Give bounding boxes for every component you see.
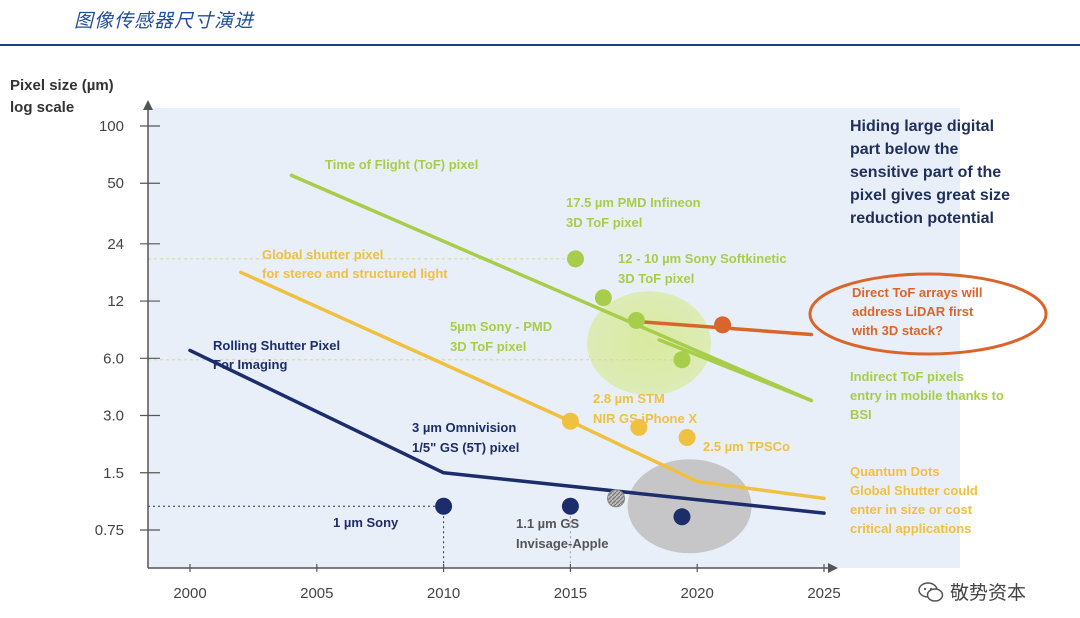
header-divider xyxy=(0,44,1080,46)
quantum-dots-label: critical applications xyxy=(850,521,971,536)
direct-tof-label: with 3D stack? xyxy=(851,323,943,338)
hiding-note: reduction potential xyxy=(850,210,994,227)
x-tick-label: 2005 xyxy=(300,585,333,602)
global-shutter-label: Global shutter pixel xyxy=(262,247,383,262)
y-tick-label: 3.0 xyxy=(103,408,124,425)
indirect-tof-label: BSI xyxy=(850,407,872,422)
data-point xyxy=(607,489,626,508)
point-label-sony-pmd: 3D ToF pixel xyxy=(450,339,526,354)
point-label-invisage: Invisage-Apple xyxy=(516,536,608,551)
point-label-tpsco: 2.5 µm TPSCo xyxy=(703,439,790,454)
watermark-text: 敬势资本 xyxy=(950,582,1027,604)
x-tick-label: 2015 xyxy=(554,585,587,602)
point-label-invisage: 1.1 µm GS xyxy=(516,516,579,531)
y-axis-label: Pixel size (µm) xyxy=(10,77,114,94)
data-point xyxy=(673,351,691,369)
quantum-dots-highlight xyxy=(627,459,752,554)
data-point xyxy=(561,412,579,430)
plot-background xyxy=(148,108,960,568)
point-label-omnivision: 1/5" GS (5T) pixel xyxy=(412,440,519,455)
x-tick-label: 2020 xyxy=(681,585,714,602)
point-label-sony-softkinetic: 12 - 10 µm Sony Softkinetic xyxy=(618,251,787,266)
rolling-shutter-label: For Imaging xyxy=(213,357,287,372)
y-tick-label: 0.75 xyxy=(95,522,124,539)
tof-line-label: Time of Flight (ToF) pixel xyxy=(325,157,478,172)
data-point xyxy=(630,418,648,436)
direct-tof-label: address LiDAR first xyxy=(852,304,974,319)
y-tick-label: 24 xyxy=(107,236,124,253)
point-label-pmd-infineon: 3D ToF pixel xyxy=(566,215,642,230)
point-label-pmd-infineon: 17.5 µm PMD Infineon xyxy=(566,195,701,210)
x-tick-label: 2010 xyxy=(427,585,460,602)
global-shutter-label: for stereo and structured light xyxy=(262,266,448,281)
data-point xyxy=(673,508,691,526)
data-point xyxy=(678,428,696,446)
quantum-dots-label: Global Shutter could xyxy=(850,483,978,498)
y-axis-label: log scale xyxy=(10,99,74,116)
point-label-sony-1um: 1 µm Sony xyxy=(333,515,399,530)
data-point xyxy=(594,289,612,307)
series-line-tof xyxy=(289,173,814,403)
data-point xyxy=(714,316,732,334)
point-label-sony-pmd: 5µm Sony - PMD xyxy=(450,319,552,334)
data-point xyxy=(561,497,579,515)
y-tick-label: 1.5 xyxy=(103,465,124,482)
data-point xyxy=(566,250,584,268)
series-line-rolling_shutter xyxy=(188,348,826,515)
hiding-note: pixel gives great size xyxy=(850,187,1010,204)
y-tick-label: 50 xyxy=(107,175,124,192)
x-axis-arrow xyxy=(828,563,838,573)
indirect-tof-label: entry in mobile thanks to xyxy=(850,388,1004,403)
indirect-tof-label: Indirect ToF pixels xyxy=(850,369,964,384)
y-axis-arrow xyxy=(143,100,153,110)
point-label-stm: 2.8 µm STM xyxy=(593,391,665,406)
quantum-dots-label: enter in size or cost xyxy=(850,502,973,517)
hiding-note: sensitive part of the xyxy=(850,164,1001,181)
hiding-note: Hiding large digital xyxy=(850,118,994,135)
data-point xyxy=(627,311,645,329)
data-point xyxy=(435,497,453,515)
x-tick-label: 2000 xyxy=(173,585,206,602)
point-label-omnivision: 3 µm Omnivision xyxy=(412,420,516,435)
watermark: 敬势资本 xyxy=(918,578,1026,605)
point-label-stm: NIR GS iPhone X xyxy=(593,411,697,426)
y-tick-label: 100 xyxy=(99,118,124,135)
x-tick-label: 2025 xyxy=(807,585,840,602)
point-label-sony-softkinetic: 3D ToF pixel xyxy=(618,271,694,286)
series-line-tof xyxy=(657,338,814,403)
y-tick-label: 12 xyxy=(107,293,124,310)
series-line-global_shutter xyxy=(238,270,826,501)
page-title: 图像传感器尺寸演进 xyxy=(74,10,255,32)
hiding-note: part below the xyxy=(850,141,959,158)
direct-tof-oval xyxy=(808,272,1048,356)
quantum-dots-label: Quantum Dots xyxy=(850,464,940,479)
y-tick-label: 6.0 xyxy=(103,350,124,367)
rolling-shutter-label: Rolling Shutter Pixel xyxy=(213,338,340,353)
wechat-icon xyxy=(918,581,944,602)
tof-cluster-highlight xyxy=(587,291,712,396)
direct-tof-label: Direct ToF arrays will xyxy=(852,285,983,300)
